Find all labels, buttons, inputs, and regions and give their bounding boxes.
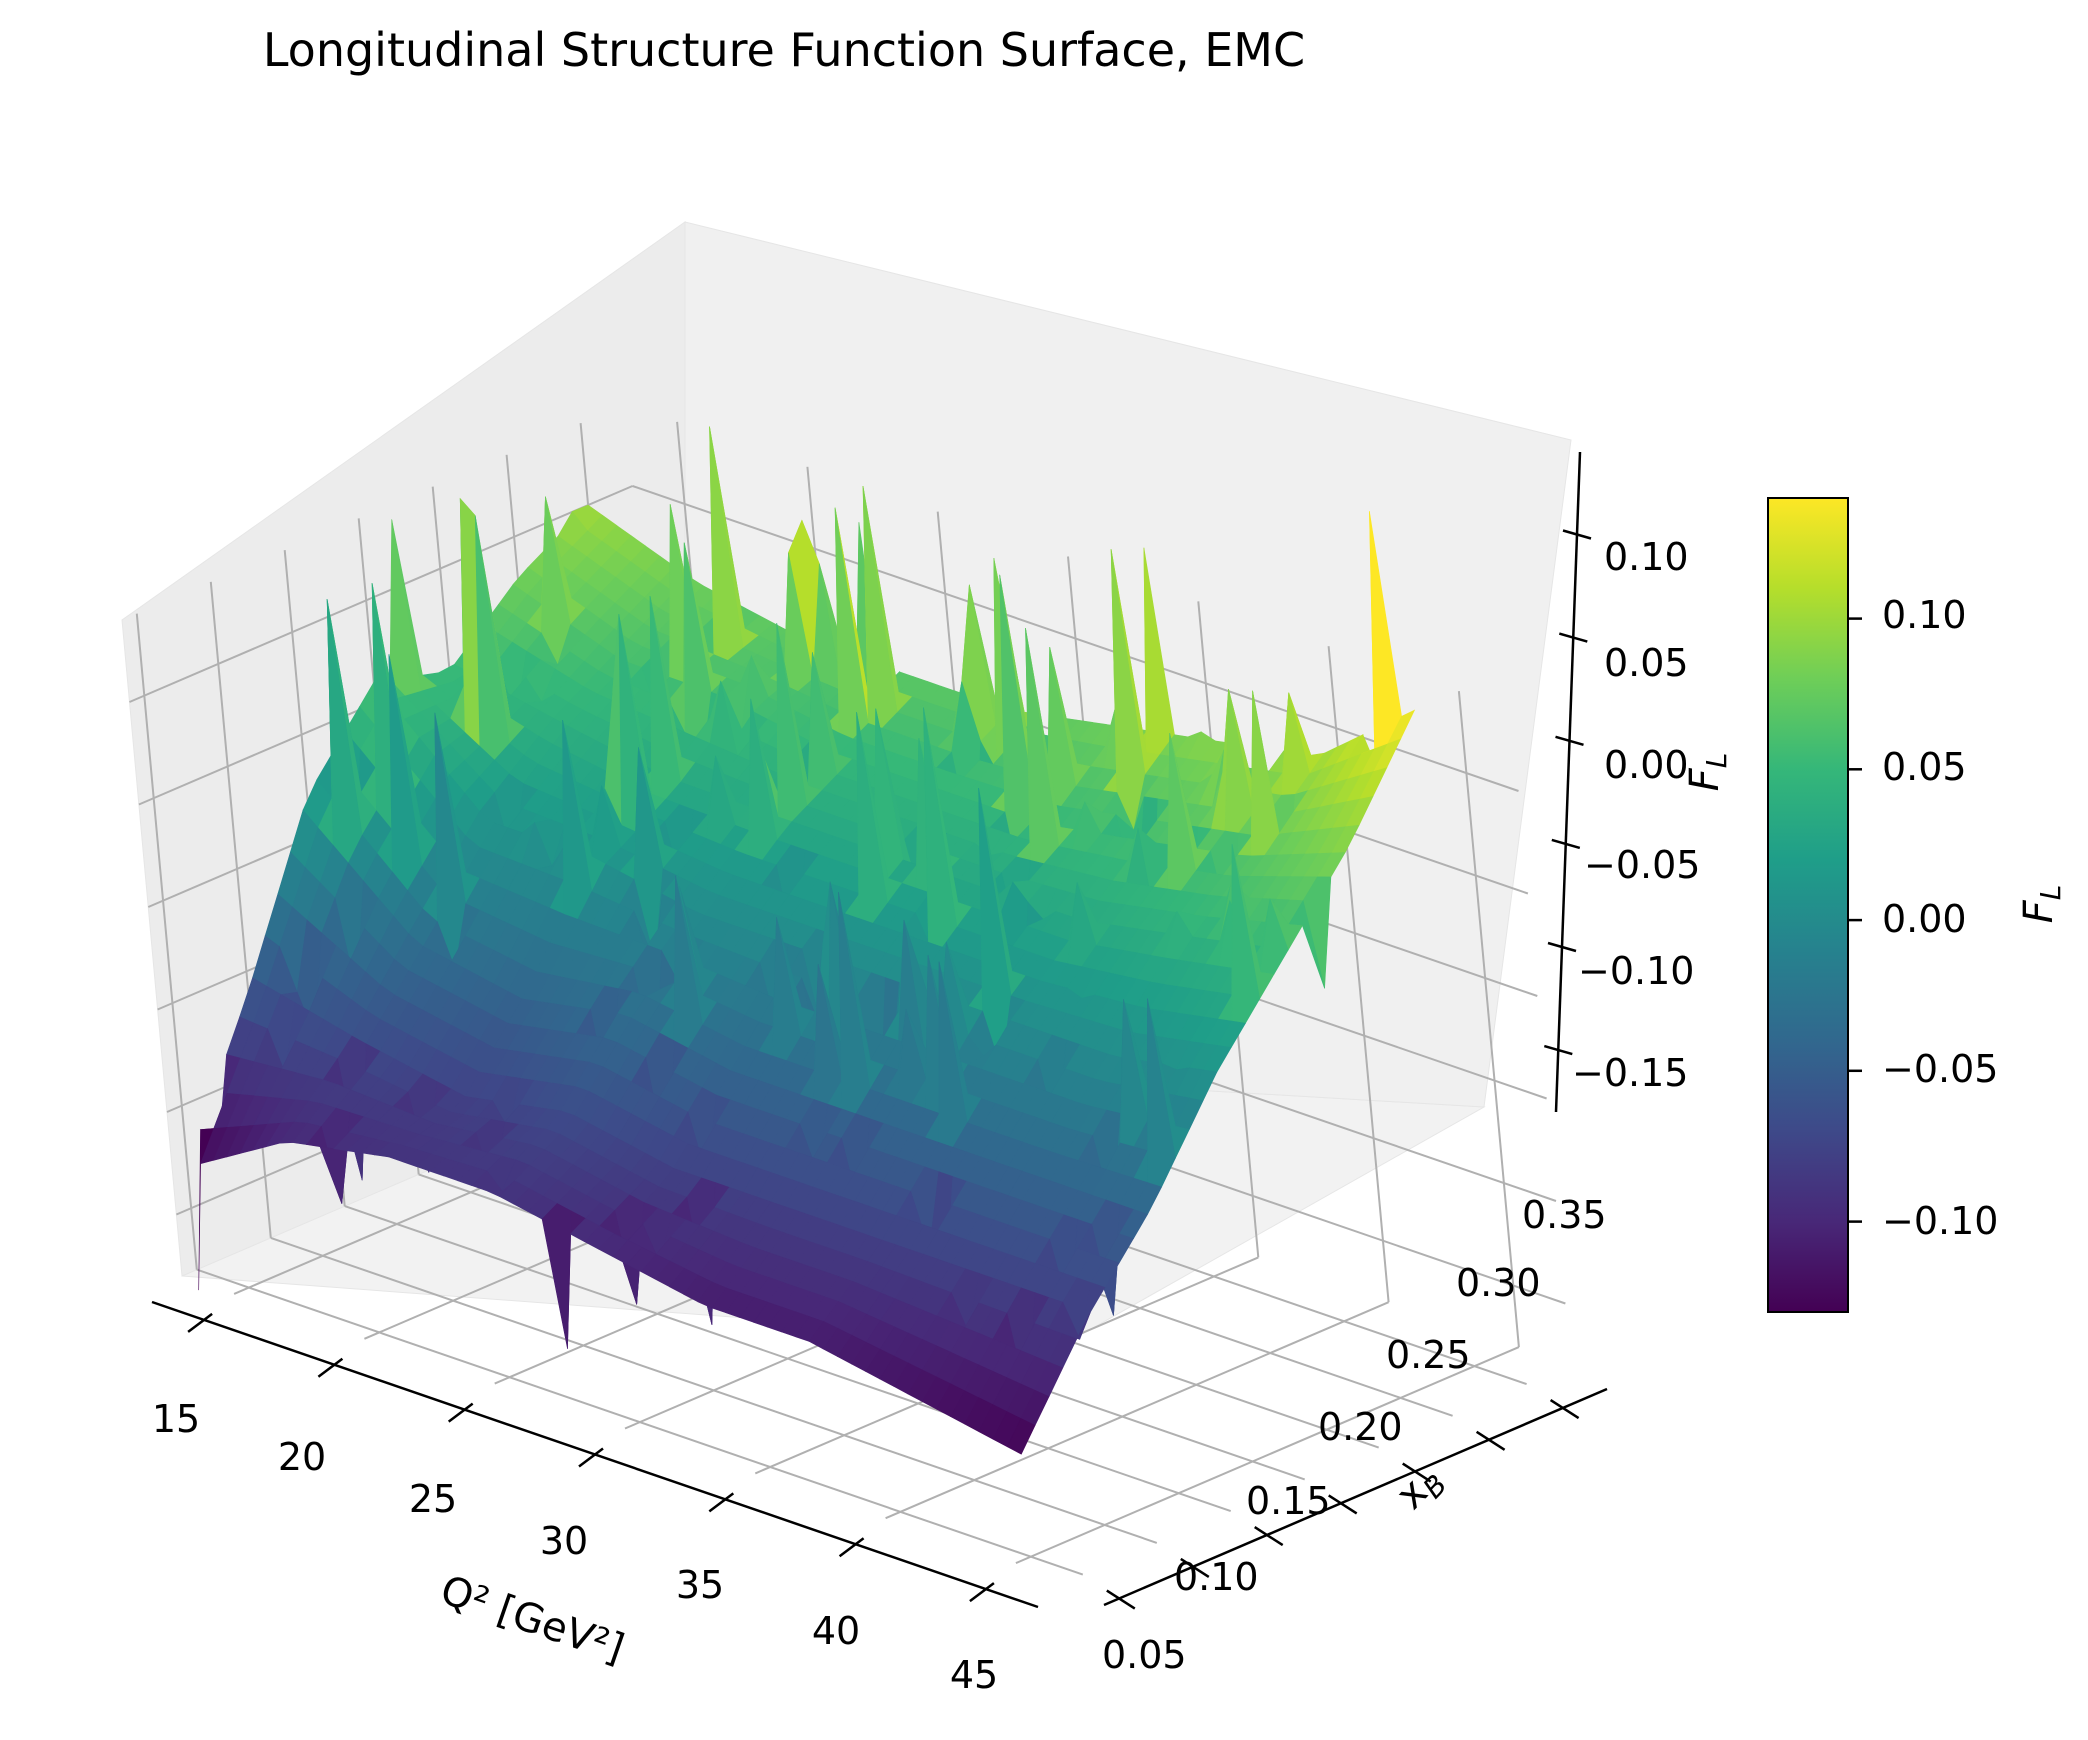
z-tick-label: 0.00 bbox=[1604, 743, 1689, 787]
grid-line bbox=[632, 485, 1519, 792]
x-tick-label: 35 bbox=[676, 1563, 724, 1607]
grid-line bbox=[885, 1301, 1389, 1520]
x-tick-mark bbox=[708, 1492, 735, 1513]
y-tick-mark bbox=[1254, 1526, 1284, 1547]
x-axis-label: Q² [GeV²] bbox=[435, 1567, 630, 1672]
y-axis-line bbox=[1103, 1387, 1608, 1607]
x-tick-label: 40 bbox=[812, 1609, 860, 1653]
y-axis-ticks: 0.05 0.10 0.15 0.20 0.25 0.30 0.35 bbox=[1102, 1193, 1607, 1677]
svg-text:xB: xB bbox=[1387, 1456, 1453, 1522]
x-tick-mark bbox=[187, 1312, 213, 1333]
y-tick-label: 0.30 bbox=[1456, 1261, 1541, 1305]
surface-facet bbox=[1006, 1418, 1036, 1455]
y-tick-label: 0.15 bbox=[1246, 1479, 1331, 1523]
y-tick-mark bbox=[1402, 1462, 1432, 1483]
y-tick-mark bbox=[1180, 1557, 1210, 1578]
colorbar-tick-label: 0.10 bbox=[1882, 593, 1967, 637]
z-tick-mark bbox=[1547, 941, 1577, 953]
z-axis-label: FL bbox=[1682, 753, 1733, 792]
grid-line bbox=[1457, 691, 1520, 1348]
y-tick-mark bbox=[1106, 1589, 1136, 1610]
x-tick-label: 45 bbox=[950, 1653, 998, 1697]
x-tick-label: 25 bbox=[409, 1477, 457, 1521]
surface-mesh bbox=[198, 426, 1416, 1455]
z-axis-line bbox=[1554, 451, 1582, 1113]
svg-text:FL: FL bbox=[2016, 885, 2067, 924]
colorbar-label: FL bbox=[2016, 885, 2067, 924]
y-tick-label: 0.25 bbox=[1386, 1333, 1471, 1377]
grid-line bbox=[1015, 1346, 1520, 1565]
x-tick-mark bbox=[969, 1582, 995, 1603]
z-tick-mark bbox=[1551, 838, 1581, 850]
x-tick-mark bbox=[317, 1357, 344, 1378]
y-tick-label: 0.10 bbox=[1174, 1555, 1259, 1599]
x-tick-mark bbox=[578, 1447, 604, 1468]
z-tick-label: −0.15 bbox=[1572, 1051, 1688, 1095]
colorbar-ticks bbox=[1848, 617, 1862, 1223]
y-tick-label: 0.20 bbox=[1318, 1405, 1403, 1449]
z-tick-label: 0.10 bbox=[1604, 535, 1689, 579]
x-tick-label: 20 bbox=[278, 1435, 326, 1479]
colorbar-gradient bbox=[1767, 497, 1849, 1313]
axis-lines bbox=[151, 451, 1608, 1610]
z-tick-mark bbox=[1558, 632, 1588, 643]
y-tick-mark bbox=[1475, 1430, 1506, 1451]
y-tick-label: 0.35 bbox=[1522, 1193, 1607, 1237]
z-tick-label: 0.05 bbox=[1604, 641, 1689, 685]
chart-title: Longitudinal Structure Function Surface,… bbox=[263, 23, 1305, 77]
y-tick-mark bbox=[1549, 1399, 1580, 1420]
colorbar-tick-label: 0.05 bbox=[1882, 745, 1967, 789]
y-axis-label: xB bbox=[1387, 1456, 1453, 1522]
grid-line bbox=[344, 1205, 1232, 1513]
y-tick-label: 0.05 bbox=[1102, 1633, 1187, 1677]
colorbar: 0.10 0.05 0.00 −0.05 −0.10 FL bbox=[1767, 497, 2067, 1313]
z-tick-label: −0.05 bbox=[1584, 843, 1700, 887]
z-tick-mark bbox=[1543, 1044, 1573, 1056]
z-tick-mark bbox=[1562, 529, 1592, 540]
grid-line bbox=[135, 613, 198, 1270]
svg-text:FL: FL bbox=[1682, 753, 1733, 792]
z-tick-mark bbox=[1555, 735, 1584, 747]
y-tick-mark bbox=[1328, 1494, 1358, 1515]
colorbar-tick-label: −0.10 bbox=[1882, 1199, 1998, 1243]
grid-line bbox=[270, 1236, 1158, 1544]
colorbar-tick-label: 0.00 bbox=[1882, 897, 1967, 941]
z-axis-ticks: −0.15 −0.10 −0.05 0.00 0.05 0.10 bbox=[1572, 535, 1700, 1095]
x-tick-mark bbox=[447, 1402, 474, 1423]
x-tick-label: 15 bbox=[152, 1397, 200, 1441]
x-tick-mark bbox=[838, 1537, 865, 1558]
grid-line bbox=[196, 1268, 1084, 1576]
x-tick-label: 30 bbox=[540, 1519, 588, 1563]
colorbar-tick-label: −0.05 bbox=[1882, 1047, 1998, 1091]
z-tick-label: −0.10 bbox=[1578, 949, 1694, 993]
x-axis-ticks: 15 20 25 30 35 40 45 bbox=[152, 1397, 998, 1697]
